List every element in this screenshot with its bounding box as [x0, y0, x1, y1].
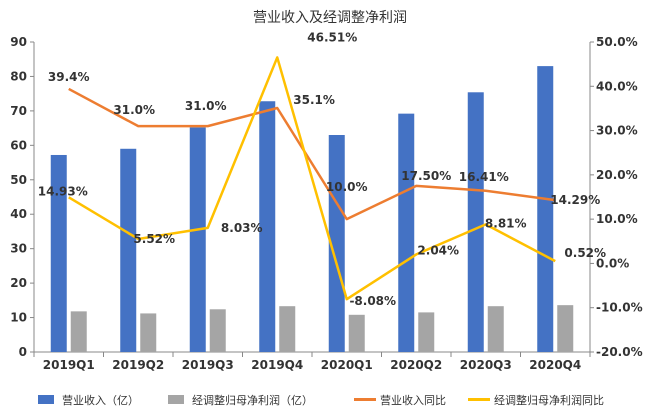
revenue-yoy-line	[68, 87, 556, 221]
y-right-tick-label: 10.0%	[596, 212, 638, 226]
x-tick-label: 2019Q2	[112, 358, 164, 372]
y-left-tick-label: 10	[10, 311, 27, 325]
revenue-yoy-data-label: 35.1%	[293, 93, 335, 107]
revenue-bar	[259, 101, 276, 352]
y-right-tick-label: 20.0%	[596, 168, 638, 182]
adjusted-net-profit-bar	[279, 306, 296, 352]
revenue-bar	[120, 148, 137, 352]
profit-yoy-data-label: 2.04%	[417, 243, 459, 257]
x-tick-label: 2019Q4	[251, 358, 303, 372]
adjusted-net-profit-bar	[209, 309, 226, 352]
profit-yoy-data-label: 5.52%	[133, 232, 175, 246]
y-right-tick-label: 0.0%	[596, 256, 629, 270]
legend: 营业收入（亿） 经调整归母净利润（亿） 营业收入同比 经调整归母净利润同比	[38, 393, 604, 407]
adjusted-net-profit-bar	[487, 306, 504, 352]
profit-yoy-line	[68, 56, 556, 301]
legend-label: 经调整归母净利润同比	[494, 393, 604, 407]
revenue-bar	[537, 66, 554, 352]
y-right-tick-label: -20.0%	[596, 345, 643, 359]
y-left-tick-label: 90	[10, 35, 27, 49]
legend-label: 营业收入同比	[380, 393, 446, 407]
revenue-bar	[467, 92, 484, 353]
legend-label: 营业收入（亿）	[62, 393, 139, 407]
adjusted-net-profit-bar	[70, 311, 87, 352]
x-tick-label: 2019Q1	[43, 358, 95, 372]
adjusted-net-profit-bar	[140, 313, 157, 352]
y-left-tick-label: 60	[10, 138, 27, 152]
revenue-bar	[328, 135, 345, 352]
x-tick-label: 2020Q1	[321, 358, 373, 372]
y-right-tick-label: 40.0%	[596, 79, 638, 93]
revenue-yoy-data-label: 39.4%	[48, 70, 90, 84]
revenue-bar	[398, 113, 415, 353]
y-left-tick-label: 70	[10, 104, 27, 118]
adjusted-net-profit-bar	[557, 305, 574, 352]
profit-yoy-data-label: 8.03%	[221, 221, 263, 235]
bars	[50, 66, 574, 353]
profit-yoy-data-label: 8.81%	[485, 216, 527, 230]
profit-yoy-data-label: 0.52%	[564, 246, 606, 260]
profit-yoy-data-label: 46.51%	[307, 30, 357, 44]
revenue-yoy-data-label: 17.50%	[401, 169, 451, 183]
data-labels: 39.4% 31.0% 31.0% 35.1% 10.0% 17.50% 16.41% 14.…	[38, 30, 606, 308]
y-right-tick-label: 50.0%	[596, 35, 638, 49]
profit-yoy-data-label: -8.08%	[349, 294, 396, 308]
legend-swatch	[38, 395, 54, 404]
revenue-yoy-data-label: 16.41%	[459, 170, 509, 184]
lines	[68, 56, 556, 301]
y-left-tick-label: 20	[10, 276, 27, 290]
legend-swatch	[168, 395, 184, 404]
revenue-bar	[189, 127, 206, 352]
y-left-tick-label: 30	[10, 242, 27, 256]
profit-yoy-data-label: 14.93%	[38, 184, 88, 198]
axes: 0 10 20 30 40 50 60 70 80 90 -20.0% -10.0% 0.0% 10.0%…	[10, 35, 642, 372]
x-tick-label: 2020Q3	[460, 358, 512, 372]
adjusted-net-profit-bar	[348, 314, 365, 352]
x-tick-label: 2020Q2	[390, 358, 442, 372]
y-left-tick-label: 50	[10, 173, 27, 187]
x-tick-label: 2019Q3	[182, 358, 234, 372]
y-left-tick-label: 40	[10, 207, 27, 221]
revenue-yoy-data-label: 31.0%	[113, 103, 155, 117]
revenue-bar	[50, 154, 67, 352]
x-tick-label: 2020Q4	[529, 358, 581, 372]
legend-label: 经调整归母净利润（亿）	[192, 393, 313, 407]
y-right-tick-label: -10.0%	[596, 301, 643, 315]
revenue-yoy-data-label: 10.0%	[326, 180, 368, 194]
revenue-yoy-data-label: 31.0%	[185, 99, 227, 113]
adjusted-net-profit-bar	[418, 312, 435, 352]
y-left-tick-label: 80	[10, 69, 27, 83]
chart-title: 营业收入及经调整净利润	[253, 10, 407, 26]
y-right-tick-label: 30.0%	[596, 124, 638, 138]
y-left-tick-label: 0	[19, 345, 27, 359]
revenue-yoy-data-label: 14.29%	[550, 193, 600, 207]
